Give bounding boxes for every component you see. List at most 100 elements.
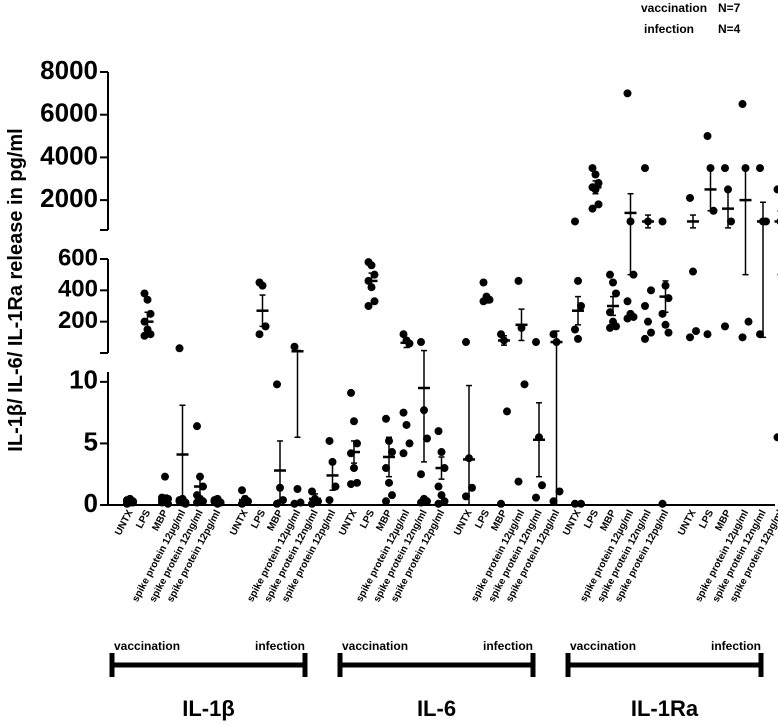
data-point bbox=[434, 499, 443, 508]
data-point bbox=[417, 498, 425, 507]
data-point bbox=[290, 499, 299, 508]
data-point bbox=[417, 338, 425, 347]
y-tick-label: 400 bbox=[58, 276, 98, 303]
data-point bbox=[164, 499, 172, 508]
data-point bbox=[588, 164, 597, 173]
data-point bbox=[549, 497, 558, 506]
data-point bbox=[423, 497, 431, 506]
data-point bbox=[703, 330, 712, 339]
y-tick-label: 2000 bbox=[40, 183, 98, 213]
data-point bbox=[293, 484, 302, 493]
data-point bbox=[606, 270, 614, 279]
group-label: infection bbox=[711, 639, 761, 653]
data-point bbox=[468, 483, 476, 492]
data-point bbox=[549, 330, 558, 339]
data-point bbox=[664, 328, 673, 337]
data-point bbox=[686, 333, 694, 342]
data-point bbox=[571, 217, 579, 226]
data-point bbox=[143, 295, 152, 304]
data-point bbox=[641, 302, 649, 310]
data-point bbox=[325, 496, 334, 505]
y-tick-label: 600 bbox=[58, 244, 98, 271]
data-point bbox=[577, 499, 585, 508]
data-point bbox=[423, 434, 431, 443]
y-tick-label: 200 bbox=[58, 307, 98, 334]
data-point bbox=[479, 278, 488, 287]
data-point bbox=[588, 204, 597, 213]
data-point bbox=[175, 496, 184, 505]
data-point bbox=[721, 322, 729, 331]
x-tick-label: UNTX bbox=[676, 508, 699, 537]
data-point bbox=[388, 491, 396, 500]
data-point bbox=[140, 331, 149, 340]
y-tick-label: 0 bbox=[84, 488, 98, 518]
data-point bbox=[538, 481, 546, 490]
data-point bbox=[658, 217, 667, 226]
data-point bbox=[350, 464, 358, 473]
data-point bbox=[756, 330, 764, 339]
y-tick-label: 8000 bbox=[40, 55, 98, 85]
data-point bbox=[514, 276, 523, 285]
data-point bbox=[382, 464, 390, 473]
data-point bbox=[612, 289, 620, 298]
data-point bbox=[462, 492, 470, 501]
data-point bbox=[405, 439, 414, 448]
data-point bbox=[437, 491, 446, 500]
y-tick-label: 4000 bbox=[40, 140, 98, 170]
data-point bbox=[273, 380, 281, 389]
data-point bbox=[606, 323, 614, 332]
data-point bbox=[520, 380, 529, 389]
data-point bbox=[574, 276, 582, 285]
data-point bbox=[258, 281, 267, 290]
data-point bbox=[571, 325, 579, 334]
data-point bbox=[399, 408, 408, 417]
panel-label: IL-1Ra bbox=[631, 696, 699, 721]
data-point bbox=[385, 478, 393, 487]
data-point bbox=[692, 327, 700, 336]
data-point bbox=[744, 317, 753, 326]
data-point bbox=[434, 482, 443, 491]
data-point bbox=[417, 470, 425, 479]
data-point bbox=[658, 499, 667, 508]
panel-label: IL-1β bbox=[182, 696, 235, 721]
data-point bbox=[738, 333, 747, 342]
panel-label: IL-6 bbox=[417, 696, 456, 721]
data-point bbox=[594, 200, 603, 209]
group-label: vaccination bbox=[342, 639, 408, 653]
data-point bbox=[296, 498, 305, 507]
data-point bbox=[370, 297, 379, 306]
x-tick-label: UNTX bbox=[228, 508, 251, 537]
data-point bbox=[503, 407, 511, 416]
legend-label: infection bbox=[644, 22, 694, 36]
data-point bbox=[325, 436, 334, 445]
x-tick-label: UNTX bbox=[113, 508, 136, 537]
group-label: infection bbox=[255, 639, 305, 653]
data-point bbox=[367, 261, 376, 270]
y-tick-label: 5 bbox=[84, 426, 98, 456]
data-point bbox=[199, 497, 207, 506]
data-point bbox=[402, 420, 411, 429]
data-point bbox=[175, 344, 184, 353]
data-point bbox=[331, 482, 340, 491]
data-point bbox=[347, 480, 355, 489]
data-point bbox=[756, 164, 764, 173]
data-point bbox=[773, 185, 778, 194]
data-point bbox=[661, 320, 670, 329]
data-point bbox=[689, 267, 697, 276]
group-label: vaccination bbox=[570, 639, 636, 653]
data-point bbox=[703, 132, 712, 141]
data-point bbox=[255, 330, 264, 339]
data-point bbox=[364, 302, 373, 310]
data-point bbox=[161, 472, 169, 481]
data-point bbox=[686, 193, 694, 202]
data-point bbox=[193, 422, 201, 431]
x-tick-label: UNTX bbox=[337, 508, 360, 537]
data-point bbox=[647, 328, 655, 337]
data-point bbox=[609, 278, 617, 287]
data-point bbox=[612, 322, 620, 331]
data-point bbox=[623, 297, 632, 306]
data-point bbox=[727, 217, 735, 226]
legend-n: N=7 bbox=[718, 1, 741, 15]
data-point bbox=[440, 497, 449, 506]
